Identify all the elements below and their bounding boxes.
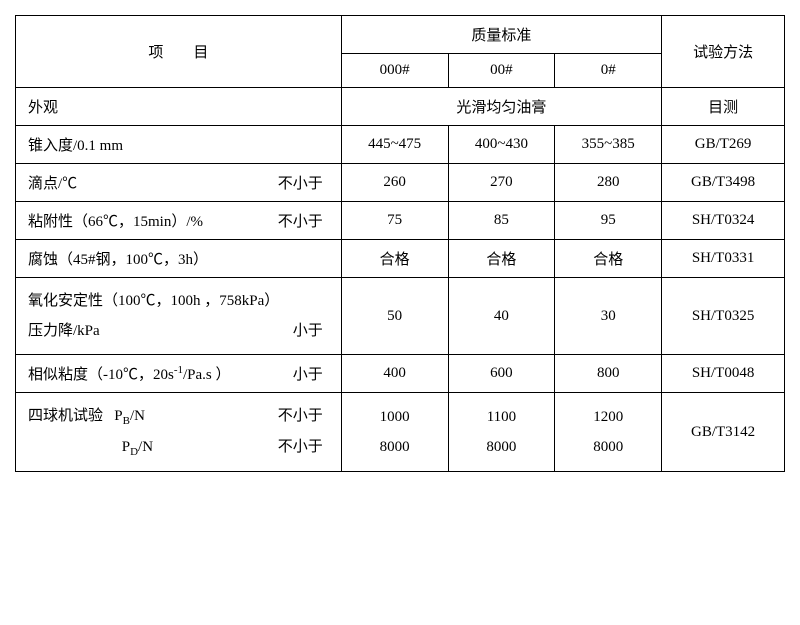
adhesion-0: 95 xyxy=(555,202,662,240)
fourball-pb-0: 1200 xyxy=(565,402,651,432)
cone-label: 锥入度/0.1 mm xyxy=(16,126,342,164)
oxidation-label-l2-wrap: 压力降/kPa 小于 xyxy=(28,316,331,346)
fourball-00: 1100 8000 xyxy=(448,393,555,472)
row-fourball: 四球机试验 PB/N 不小于 PD/N 不小于 1000 8000 1100 8… xyxy=(16,393,785,472)
cone-000: 445~475 xyxy=(341,126,448,164)
viscosity-00: 600 xyxy=(448,355,555,393)
row-appearance: 外观 光滑均匀油膏 目测 xyxy=(16,88,785,126)
fourball-pb-post: /N xyxy=(130,408,145,424)
oxidation-method: SH/T0325 xyxy=(662,278,785,355)
fourball-pd-post: /N xyxy=(138,439,153,455)
viscosity-item: 相似粘度（-10℃，20s-1/Pa.s ） 小于 xyxy=(16,355,342,393)
appearance-label: 外观 xyxy=(16,88,342,126)
fourball-pb-sub: B xyxy=(123,415,130,427)
viscosity-method: SH/T0048 xyxy=(662,355,785,393)
header-method: 试验方法 xyxy=(662,16,785,88)
spec-table: 项目 质量标准 试验方法 000# 00# 0# 外观 光滑均匀油膏 目测 锥入… xyxy=(15,15,785,472)
fourball-main: 四球机试验 xyxy=(28,408,103,424)
fourball-line2: PD/N 不小于 xyxy=(28,432,331,463)
row-drop: 滴点/℃ 不小于 260 270 280 GB/T3498 xyxy=(16,164,785,202)
adhesion-qualifier: 不小于 xyxy=(278,210,331,231)
drop-item: 滴点/℃ 不小于 xyxy=(16,164,342,202)
oxidation-000: 50 xyxy=(341,278,448,355)
row-viscosity: 相似粘度（-10℃，20s-1/Pa.s ） 小于 400 600 800 SH… xyxy=(16,355,785,393)
cone-method: GB/T269 xyxy=(662,126,785,164)
oxidation-00: 40 xyxy=(448,278,555,355)
fourball-pd-000: 8000 xyxy=(352,432,438,462)
adhesion-label: 粘附性（66℃，15min）/% xyxy=(28,214,203,230)
adhesion-method: SH/T0324 xyxy=(662,202,785,240)
fourball-line1: 四球机试验 PB/N 不小于 xyxy=(28,401,331,432)
fourball-method: GB/T3142 xyxy=(662,393,785,472)
row-adhesion: 粘附性（66℃，15min）/% 不小于 75 85 95 SH/T0324 xyxy=(16,202,785,240)
oxidation-item: 氧化安定性（100℃，100h ，758kPa） 压力降/kPa 小于 xyxy=(16,278,342,355)
adhesion-000: 75 xyxy=(341,202,448,240)
fourball-pd-pre: P xyxy=(122,439,130,455)
header-quality: 质量标准 xyxy=(341,16,661,54)
row-cone: 锥入度/0.1 mm 445~475 400~430 355~385 GB/T2… xyxy=(16,126,785,164)
row-corrosion: 腐蚀（45#钢，100℃，3h） 合格 合格 合格 SH/T0331 xyxy=(16,240,785,278)
row-oxidation: 氧化安定性（100℃，100h ，758kPa） 压力降/kPa 小于 50 4… xyxy=(16,278,785,355)
drop-qualifier: 不小于 xyxy=(278,172,331,193)
viscosity-qualifier: 小于 xyxy=(293,363,331,384)
drop-0: 280 xyxy=(555,164,662,202)
corrosion-0: 合格 xyxy=(555,240,662,278)
oxidation-label-l1: 氧化安定性（100℃，100h ，758kPa） xyxy=(28,286,331,316)
corrosion-000: 合格 xyxy=(341,240,448,278)
drop-000: 260 xyxy=(341,164,448,202)
oxidation-qualifier: 小于 xyxy=(293,316,331,346)
fourball-pb-00: 1100 xyxy=(459,402,545,432)
fourball-pd-00: 8000 xyxy=(459,432,545,462)
fourball-pb-000: 1000 xyxy=(352,402,438,432)
drop-00: 270 xyxy=(448,164,555,202)
fourball-pd-sub: D xyxy=(130,446,138,458)
oxidation-0: 30 xyxy=(555,278,662,355)
fourball-q1: 不小于 xyxy=(278,401,331,431)
corrosion-00: 合格 xyxy=(448,240,555,278)
corrosion-label: 腐蚀（45#钢，100℃，3h） xyxy=(16,240,342,278)
appearance-method: 目测 xyxy=(662,88,785,126)
oxidation-label-l2: 压力降/kPa xyxy=(28,323,100,339)
viscosity-sup: -1 xyxy=(174,364,183,376)
fourball-pb-pre: P xyxy=(114,408,122,424)
fourball-0: 1200 8000 xyxy=(555,393,662,472)
header-item: 项目 xyxy=(16,16,342,88)
viscosity-0: 800 xyxy=(555,355,662,393)
drop-method: GB/T3498 xyxy=(662,164,785,202)
viscosity-000: 400 xyxy=(341,355,448,393)
fourball-q2: 不小于 xyxy=(278,432,331,462)
drop-label: 滴点/℃ xyxy=(28,176,77,192)
adhesion-item: 粘附性（66℃，15min）/% 不小于 xyxy=(16,202,342,240)
appearance-value: 光滑均匀油膏 xyxy=(341,88,661,126)
header-row-1: 项目 质量标准 试验方法 xyxy=(16,16,785,54)
fourball-000: 1000 8000 xyxy=(341,393,448,472)
cone-0: 355~385 xyxy=(555,126,662,164)
corrosion-method: SH/T0331 xyxy=(662,240,785,278)
adhesion-00: 85 xyxy=(448,202,555,240)
fourball-pd-0: 8000 xyxy=(565,432,651,462)
viscosity-label-pre: 相似粘度（-10℃，20s xyxy=(28,367,174,383)
header-000: 000# xyxy=(341,54,448,88)
header-0: 0# xyxy=(555,54,662,88)
viscosity-label-post: /Pa.s ） xyxy=(183,367,231,383)
fourball-item: 四球机试验 PB/N 不小于 PD/N 不小于 xyxy=(16,393,342,472)
header-00: 00# xyxy=(448,54,555,88)
cone-00: 400~430 xyxy=(448,126,555,164)
